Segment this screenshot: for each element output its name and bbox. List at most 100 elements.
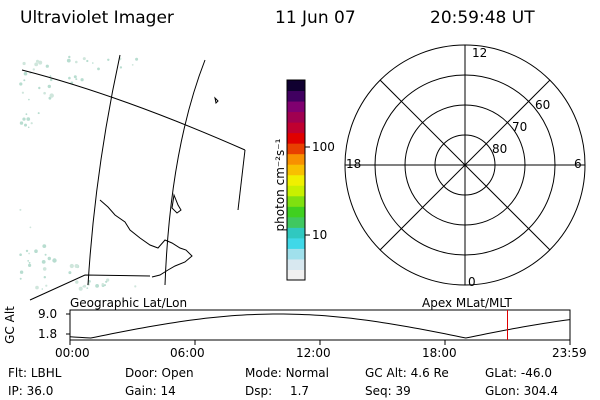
- ip-value: 36.0: [26, 384, 54, 398]
- emission-speckle: [97, 67, 100, 71]
- imager-title: Ultraviolet Imager: [20, 8, 174, 28]
- altitude-curve: [69, 313, 571, 339]
- color-bar-segment: [287, 195, 305, 207]
- orbit-left-title: Geographic Lat/Lon: [70, 296, 188, 310]
- emission-speckle: [34, 62, 39, 67]
- longitude-line: [237, 149, 246, 211]
- colorbar-tick-label: 10: [312, 228, 328, 242]
- emission-speckle: [24, 123, 27, 127]
- emission-speckle: [95, 284, 99, 288]
- emission-speckle: [26, 117, 31, 121]
- emission-speckle: [75, 280, 79, 284]
- glon-value: 304.4: [523, 384, 558, 398]
- orbit-x-tick-label: 00:00: [55, 346, 90, 360]
- emission-speckle: [74, 264, 79, 268]
- polar-diagonal: [379, 79, 551, 251]
- gc-alt-label: GC Alt:: [365, 366, 407, 380]
- emission-speckle: [107, 58, 110, 61]
- emission-speckle: [28, 261, 31, 264]
- emission-speckle: [47, 84, 51, 89]
- emission-speckle: [36, 59, 39, 63]
- orbit-x-tick-label: 18:00: [422, 346, 457, 360]
- emission-speckle: [75, 78, 78, 81]
- longitude-line: [87, 54, 121, 286]
- emission-speckle: [42, 244, 47, 249]
- emission-speckle: [68, 271, 72, 275]
- emission-speckle: [101, 283, 105, 286]
- emission-speckle: [49, 78, 53, 82]
- emission-speckle: [134, 285, 137, 288]
- color-bar-segment: [287, 111, 305, 123]
- emission-speckle: [19, 82, 23, 86]
- glat-label: GLat:: [485, 366, 518, 380]
- emission-speckle: [19, 270, 24, 274]
- ip-label: IP:: [8, 384, 23, 398]
- dsp-label: Dsp:: [245, 384, 273, 398]
- emission-speckle: [86, 59, 89, 63]
- color-bar-segment: [287, 258, 305, 270]
- orbit-y-label: GC Alt: [3, 306, 17, 344]
- emission-speckle: [131, 64, 134, 66]
- color-bar-segment: [287, 80, 305, 92]
- emission-speckle: [73, 75, 77, 79]
- emission-speckle: [43, 276, 46, 279]
- flt-label: Flt:: [8, 366, 27, 380]
- orbit-right-title: Apex MLat/MLT: [422, 296, 512, 310]
- orbit-x-tick-label: 12:00: [296, 346, 331, 360]
- emission-speckle: [22, 61, 26, 66]
- emission-speckle: [52, 258, 57, 263]
- emission-speckle: [92, 62, 94, 64]
- emission-speckle: [69, 263, 74, 269]
- emission-speckle: [68, 55, 71, 59]
- mlat-label-80: 80: [492, 142, 508, 156]
- emission-speckle: [106, 278, 110, 282]
- colorbar-tick-label: 100: [312, 140, 335, 154]
- color-bar-segment: [287, 164, 305, 176]
- emission-speckle: [41, 260, 46, 264]
- emission-speckle: [23, 71, 28, 76]
- island-outline: [171, 193, 182, 214]
- glon-label: GLon:: [485, 384, 520, 398]
- emission-speckle: [49, 75, 52, 77]
- color-bar-frame: [286, 79, 306, 281]
- orbit-y-tick-label: 1.8: [38, 327, 58, 341]
- emission-speckle: [43, 91, 46, 95]
- orbit-y-tick-label: 9.0: [38, 307, 58, 321]
- emission-speckle: [104, 284, 106, 287]
- emission-speckle: [86, 287, 89, 289]
- gain-value: 14: [160, 384, 176, 398]
- emission-speckle: [49, 93, 54, 98]
- emission-speckle: [25, 113, 28, 116]
- color-bar-segment: [287, 227, 305, 239]
- emission-speckle: [19, 121, 24, 125]
- mlat-label-60: 60: [535, 98, 551, 112]
- emission-speckle: [28, 98, 30, 101]
- flt-value: LBHL: [30, 366, 62, 380]
- emission-speckle: [45, 284, 48, 287]
- uv-emission-speckle: [19, 55, 139, 291]
- emission-speckle: [66, 58, 71, 63]
- emission-speckle: [19, 253, 22, 256]
- emission-speckle: [30, 122, 33, 125]
- emission-speckle: [23, 79, 26, 82]
- emission-speckle: [38, 60, 43, 65]
- colorbar-unit-label: photon cm⁻²s⁻¹: [273, 138, 287, 232]
- emission-speckle: [27, 126, 30, 129]
- emission-speckle: [21, 91, 24, 94]
- emission-speckle: [19, 208, 22, 211]
- mode-label: Mode:: [245, 366, 282, 380]
- mlt-label-6: 6: [574, 157, 582, 171]
- emission-speckle: [47, 256, 51, 261]
- emission-speckle: [34, 249, 38, 253]
- emission-speckle: [80, 78, 84, 82]
- island-outline: [214, 96, 219, 105]
- longitude-line: [164, 59, 206, 286]
- mlt-label-12: 12: [472, 46, 488, 60]
- color-bar-segment: [287, 185, 305, 197]
- mlat-label-70: 70: [512, 120, 528, 134]
- color-bar-segment: [287, 206, 305, 218]
- emission-speckle: [83, 284, 87, 288]
- emission-speckle: [82, 57, 86, 61]
- image-time: 20:59:48 UT: [430, 8, 535, 28]
- mlt-label-0: 0: [468, 275, 476, 289]
